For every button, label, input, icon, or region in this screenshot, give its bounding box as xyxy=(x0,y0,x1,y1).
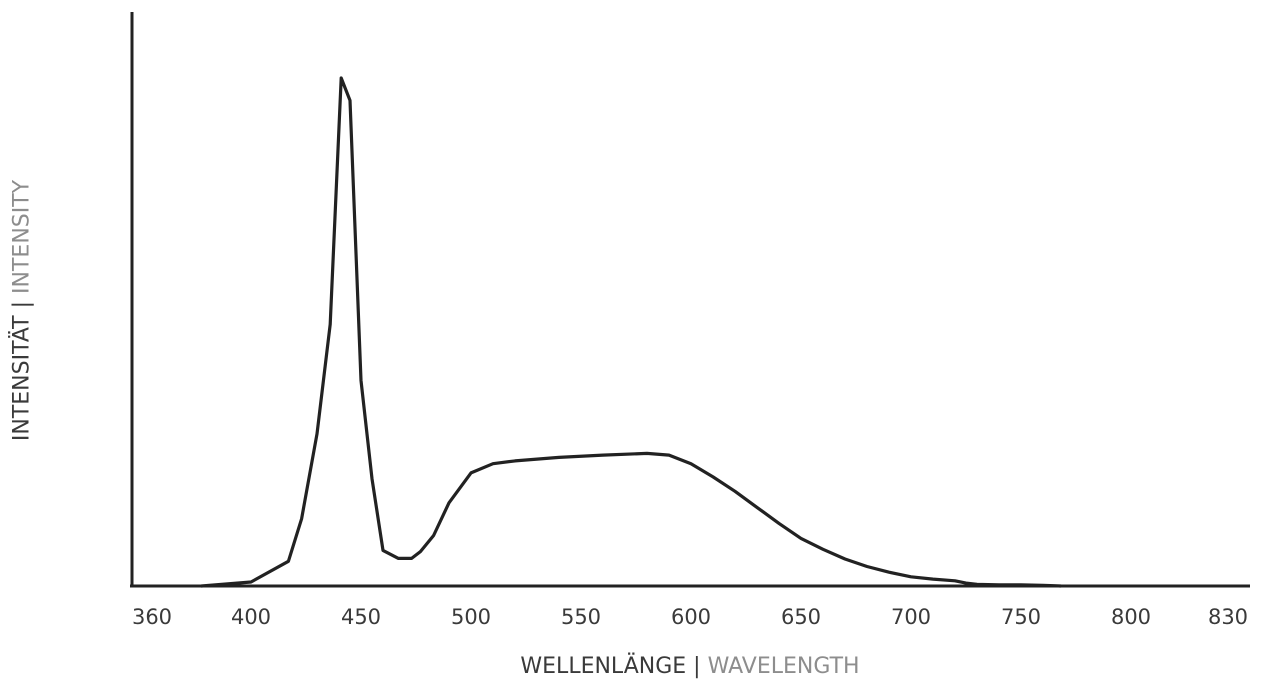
y-axis-label: INTENSITÄT | INTENSITY xyxy=(10,111,35,511)
y-axis-label-separator: | xyxy=(9,300,35,309)
x-tick-label-750: 750 xyxy=(1001,605,1041,629)
x-axis-label-separator: | xyxy=(693,654,701,679)
x-tick-label-800: 800 xyxy=(1111,605,1151,629)
x-tick-label-360: 360 xyxy=(132,605,172,629)
y-axis-label-secondary: INTENSITY xyxy=(9,179,35,294)
x-axis-label-primary: WELLENLÄNGE xyxy=(520,654,687,679)
x-tick-label-450: 450 xyxy=(341,605,381,629)
x-axis-label: WELLENLÄNGE | WAVELENGTH xyxy=(0,654,1266,679)
x-tick-label-400: 400 xyxy=(231,605,271,629)
y-axis-label-primary: INTENSITÄT xyxy=(9,315,35,442)
x-axis-label-secondary: WAVELENGTH xyxy=(707,654,860,679)
x-tick-label-500: 500 xyxy=(451,605,491,629)
spectrum-line xyxy=(199,76,1063,588)
x-tick-labels: 360 400 450 500 550 600 650 700 750 800 830 xyxy=(132,605,1248,629)
x-tick-label-550: 550 xyxy=(561,605,601,629)
x-tick-label-650: 650 xyxy=(781,605,821,629)
x-tick-label-700: 700 xyxy=(891,605,931,629)
x-tick-label-600: 600 xyxy=(671,605,711,629)
x-tick-label-830: 830 xyxy=(1208,605,1248,629)
